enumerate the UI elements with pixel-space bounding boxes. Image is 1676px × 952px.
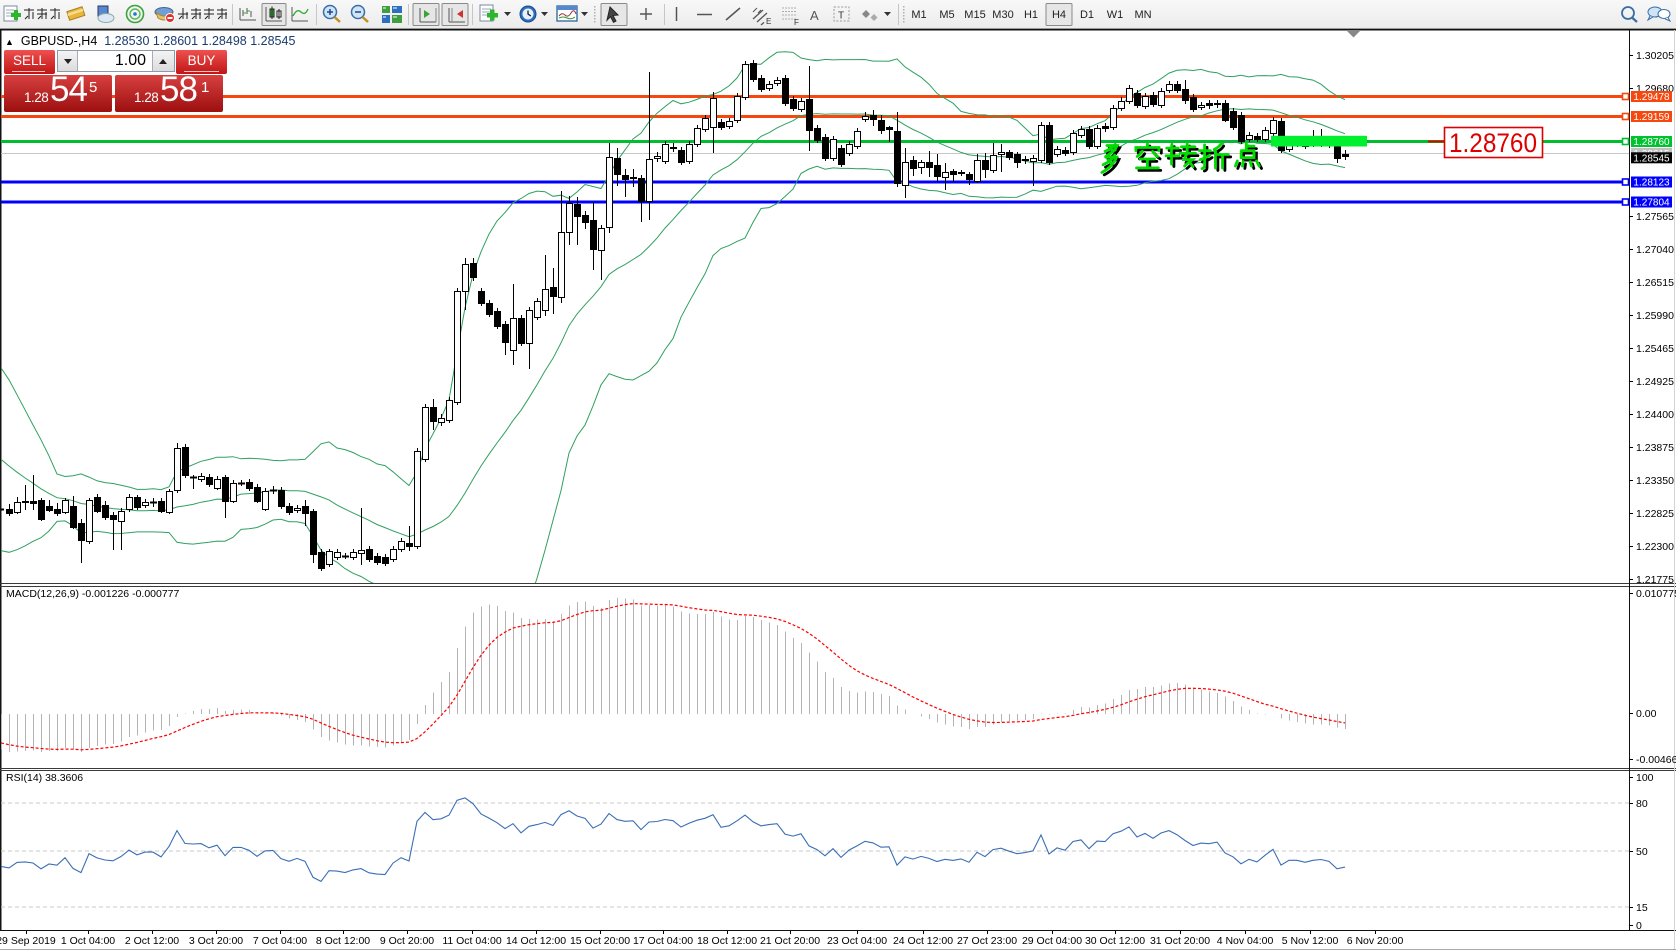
svg-text:29 Sep 2019: 29 Sep 2019 <box>0 935 56 947</box>
svg-text:1.25990: 1.25990 <box>1636 310 1674 322</box>
svg-text:1.27804: 1.27804 <box>1633 198 1670 209</box>
svg-text:0.010775: 0.010775 <box>1636 588 1676 600</box>
svg-text:M5: M5 <box>939 9 954 21</box>
svg-text:9 Oct 20:00: 9 Oct 20:00 <box>380 935 434 947</box>
svg-text:E: E <box>766 17 771 26</box>
svg-text:M15: M15 <box>964 9 985 21</box>
svg-text:1.24400: 1.24400 <box>1636 409 1674 421</box>
svg-text:1.23875: 1.23875 <box>1636 442 1674 454</box>
svg-text:1.24925: 1.24925 <box>1636 376 1674 388</box>
svg-text:1.26515: 1.26515 <box>1636 277 1674 289</box>
svg-text:29 Oct 04:00: 29 Oct 04:00 <box>1022 935 1082 947</box>
svg-text:100: 100 <box>1636 772 1654 784</box>
svg-text:1.29478: 1.29478 <box>1633 92 1670 103</box>
svg-text:T: T <box>838 11 844 22</box>
svg-text:H4: H4 <box>1052 9 1066 21</box>
svg-text:24 Oct 12:00: 24 Oct 12:00 <box>893 935 953 947</box>
svg-text:30 Oct 12:00: 30 Oct 12:00 <box>1085 935 1145 947</box>
svg-text:1.21775: 1.21775 <box>1636 574 1674 586</box>
svg-text:15 Oct 20:00: 15 Oct 20:00 <box>570 935 630 947</box>
svg-text:MACD(12,26,9) -0.001226 -0.000: MACD(12,26,9) -0.001226 -0.000777 <box>6 588 180 600</box>
svg-text:F: F <box>794 18 799 27</box>
svg-text:1 Oct 04:00: 1 Oct 04:00 <box>61 935 115 947</box>
svg-text:11 Oct 04:00: 11 Oct 04:00 <box>442 935 502 947</box>
svg-text:21 Oct 20:00: 21 Oct 20:00 <box>760 935 820 947</box>
svg-text:0.00: 0.00 <box>1636 708 1657 720</box>
svg-text:1.22825: 1.22825 <box>1636 508 1674 520</box>
svg-text:RSI(14) 38.3606: RSI(14) 38.3606 <box>6 772 83 784</box>
svg-text:M1: M1 <box>911 9 926 21</box>
svg-text:M30: M30 <box>992 9 1013 21</box>
svg-text:1.22300: 1.22300 <box>1636 541 1674 553</box>
svg-text:8 Oct 12:00: 8 Oct 12:00 <box>316 935 370 947</box>
svg-text:6 Nov 20:00: 6 Nov 20:00 <box>1347 935 1404 947</box>
svg-text:1.28760: 1.28760 <box>1633 137 1670 148</box>
svg-text:1.29159: 1.29159 <box>1633 112 1670 123</box>
svg-text:0: 0 <box>1636 920 1642 932</box>
svg-text:4 Nov 04:00: 4 Nov 04:00 <box>1217 935 1274 947</box>
svg-text:14 Oct 12:00: 14 Oct 12:00 <box>506 935 566 947</box>
svg-text:80: 80 <box>1636 798 1648 810</box>
svg-text:27 Oct 23:00: 27 Oct 23:00 <box>957 935 1017 947</box>
svg-text:23 Oct 04:00: 23 Oct 04:00 <box>827 935 887 947</box>
svg-text:31 Oct 20:00: 31 Oct 20:00 <box>1150 935 1210 947</box>
svg-text:1.25465: 1.25465 <box>1636 343 1674 355</box>
svg-text:15: 15 <box>1636 902 1648 914</box>
svg-text:D1: D1 <box>1080 9 1094 21</box>
svg-text:3 Oct 20:00: 3 Oct 20:00 <box>189 935 243 947</box>
svg-text:50: 50 <box>1636 846 1648 858</box>
svg-text:A: A <box>810 8 819 23</box>
svg-text:2 Oct 12:00: 2 Oct 12:00 <box>125 935 179 947</box>
svg-text:1.28123: 1.28123 <box>1633 178 1670 189</box>
svg-text:1.28760: 1.28760 <box>1449 128 1537 158</box>
svg-text:1.27040: 1.27040 <box>1636 244 1674 256</box>
svg-text:1.30205: 1.30205 <box>1636 50 1674 62</box>
svg-text:5 Nov 12:00: 5 Nov 12:00 <box>1282 935 1339 947</box>
svg-text:MN: MN <box>1134 9 1151 21</box>
svg-text:1.27565: 1.27565 <box>1636 211 1674 223</box>
svg-text:H1: H1 <box>1024 9 1038 21</box>
svg-text:W1: W1 <box>1107 9 1124 21</box>
svg-text:-0.004668: -0.004668 <box>1636 754 1676 766</box>
svg-text:7 Oct 04:00: 7 Oct 04:00 <box>253 935 307 947</box>
svg-text:1.28545: 1.28545 <box>1633 153 1670 164</box>
svg-text:17 Oct 04:00: 17 Oct 04:00 <box>633 935 693 947</box>
svg-text:18 Oct 12:00: 18 Oct 12:00 <box>697 935 757 947</box>
svg-text:1.23350: 1.23350 <box>1636 475 1674 487</box>
